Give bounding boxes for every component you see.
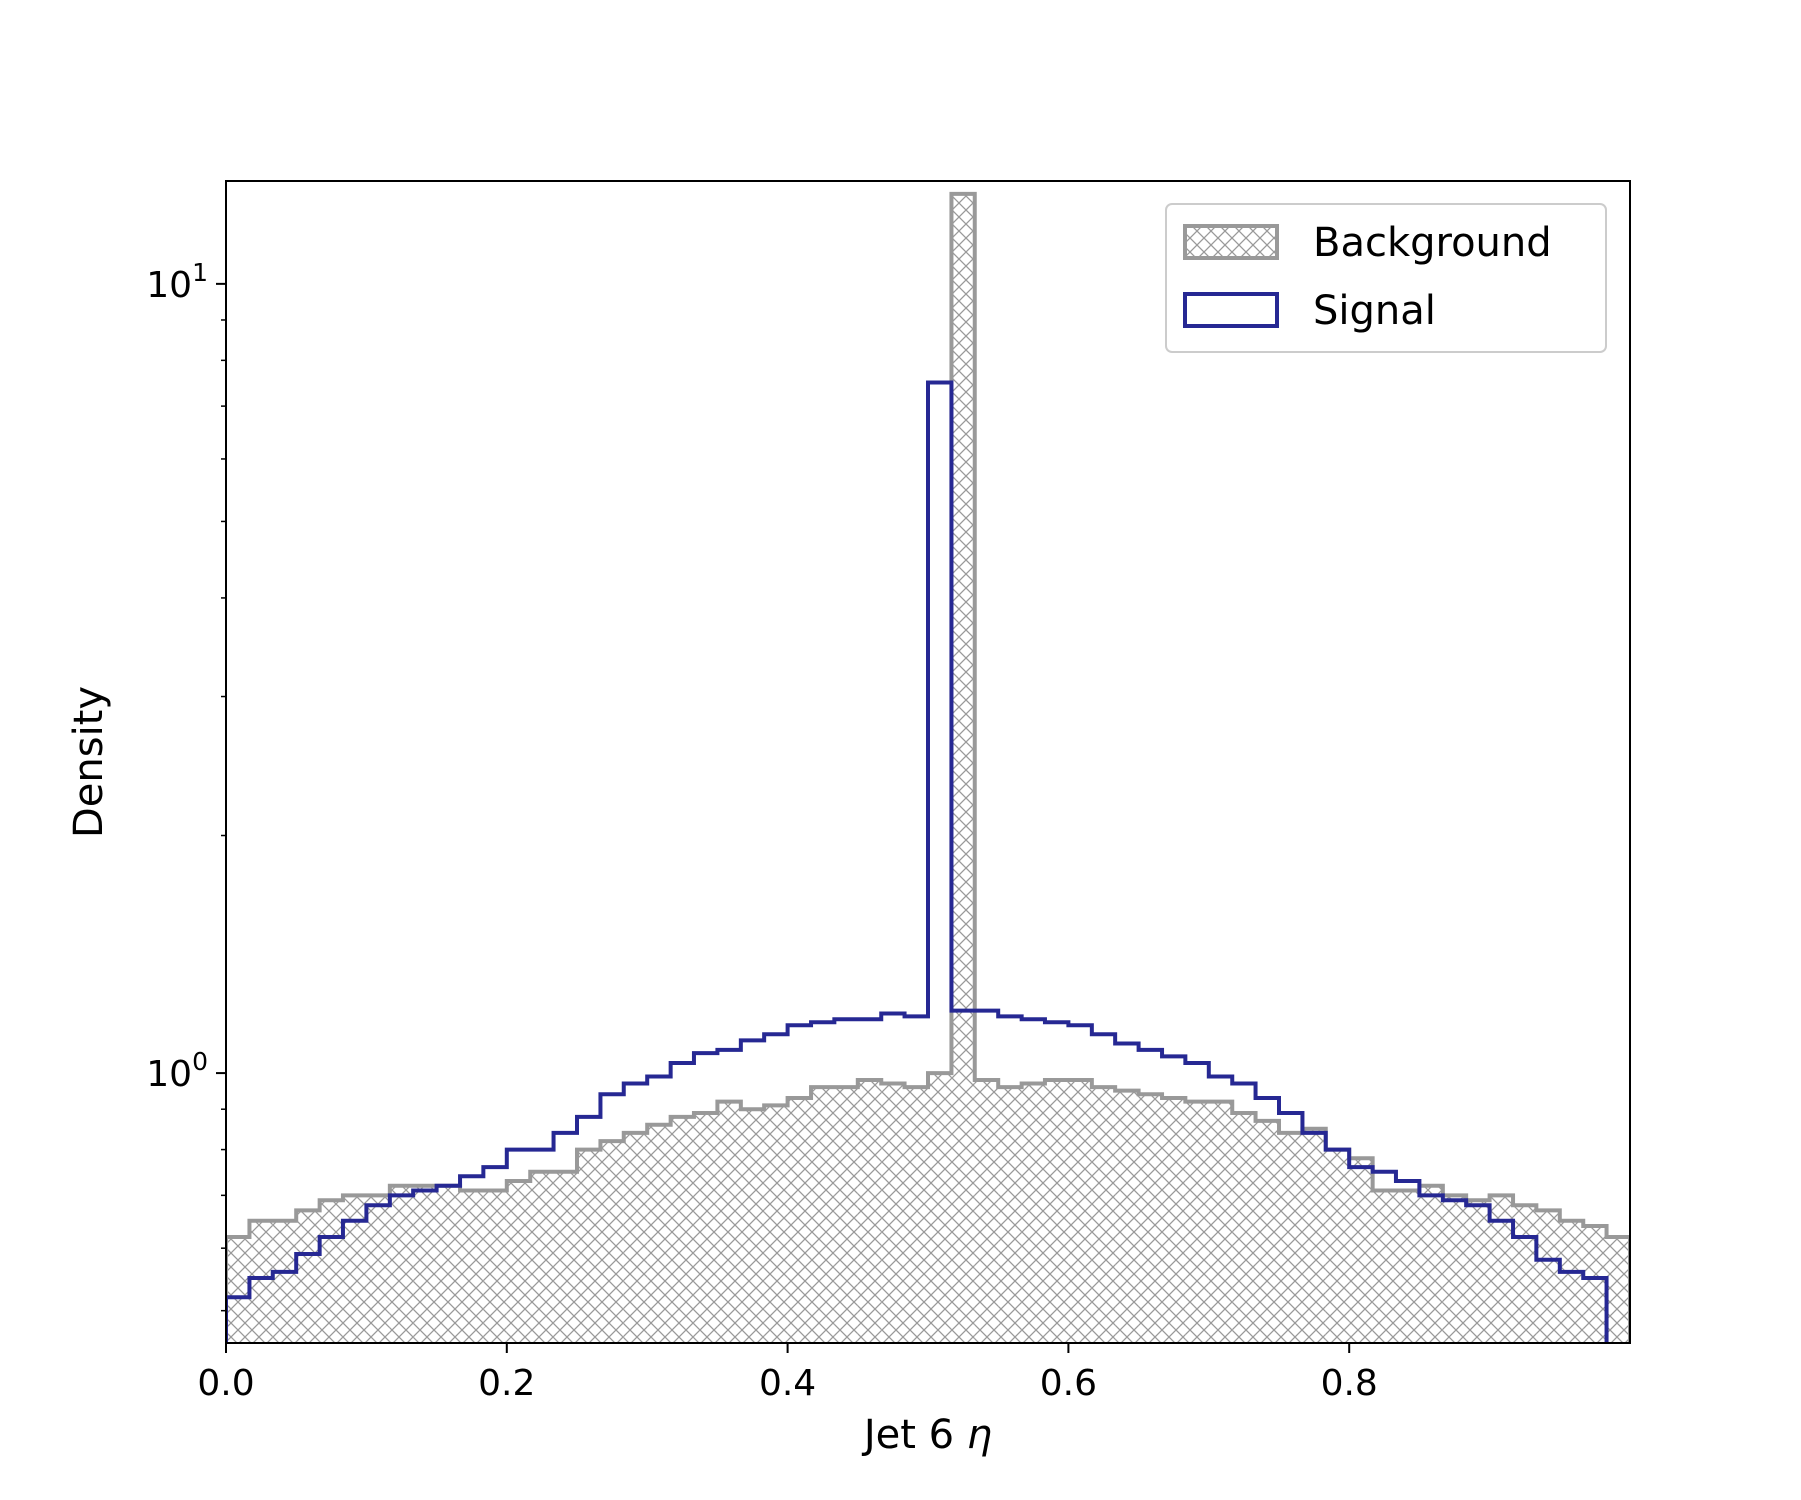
bar-background [1115,1090,1139,1343]
bar-background [647,1124,671,1343]
bar-background [1185,1101,1209,1343]
bar-background [436,1185,461,1343]
legend: Background Signal [1165,203,1607,353]
bar-background [881,1083,905,1343]
bar-background [1021,1083,1045,1343]
bar-background [740,1109,765,1343]
y-axis-title: Density [66,686,112,838]
legend-label-background: Background [1313,220,1552,266]
bar-background [1044,1080,1069,1343]
x-tick-label: 0.2 [478,1363,535,1404]
bar-background [319,1200,343,1343]
x-axis: 0.0 0.2 0.4 0.6 0.8 [197,1343,1378,1404]
plot-frame [225,180,1631,1344]
bar-background [764,1105,788,1343]
bar-background [600,1141,624,1343]
bar-background [811,1087,835,1343]
bar-background [1208,1101,1233,1343]
bar-background [483,1190,507,1343]
bar-background [623,1132,648,1343]
bar-background [857,1080,882,1343]
series-signal [226,380,1630,1343]
bar-background [717,1101,741,1343]
bar-background [1279,1132,1303,1343]
bar-background [1489,1195,1514,1343]
bar-background [693,1113,718,1343]
x-tick-label: 0.4 [759,1363,816,1404]
bar-background [530,1171,554,1343]
y-tick-label: 101 [146,258,208,306]
bar-background [413,1185,437,1343]
x-axis-title: Jet 6 η [861,1412,992,1458]
bar-background [366,1195,390,1343]
bar-background [249,1220,273,1343]
x-tick-label: 0.0 [197,1363,254,1404]
bar-background [834,1087,858,1343]
bar-background [1466,1200,1490,1343]
bar-background [272,1220,297,1343]
bar-background [1513,1205,1537,1343]
bar-background [1395,1190,1420,1343]
bar-background [1068,1080,1092,1343]
bar-background [904,1087,928,1343]
bar-background [1162,1097,1186,1343]
bar-background [342,1195,367,1343]
bar-background [974,1080,999,1343]
bar-background [226,1236,250,1343]
bar-background [1559,1220,1584,1343]
legend-label-signal: Signal [1313,288,1436,334]
bar-background [1232,1113,1256,1343]
bar-background [1255,1120,1279,1343]
x-tick-label: 0.8 [1321,1363,1378,1404]
bar-background [577,1149,601,1343]
bar-background [296,1210,320,1343]
bar-background [1419,1185,1443,1343]
bar-background [670,1116,694,1343]
series-background [226,191,1630,1343]
bar-background [1606,1236,1630,1343]
y-axis: 100 101 [146,258,226,1312]
bar-background [1349,1158,1373,1343]
legend-swatch-signal [1183,292,1279,328]
x-tick-label: 0.6 [1040,1363,1097,1404]
bar-background [389,1185,414,1343]
bar-background [928,1073,952,1343]
step-outline-signal [226,380,1630,1343]
plot-area [226,191,1630,1343]
bar-background [1302,1128,1326,1343]
bar-background [460,1190,484,1343]
bar-background [1442,1195,1467,1343]
bar-background [1325,1149,1350,1343]
y-tick-label: 100 [146,1047,208,1095]
bar-background [1138,1094,1163,1343]
legend-swatch-background [1183,224,1279,260]
bar-background [1091,1087,1116,1343]
bar-background [787,1097,812,1343]
bar-background [998,1087,1022,1343]
bar-background [951,193,975,1343]
bar-background [1536,1210,1560,1343]
bar-background [1372,1190,1396,1343]
bar-background [553,1171,577,1343]
bar-background [1583,1226,1607,1343]
bar-background [506,1180,531,1343]
